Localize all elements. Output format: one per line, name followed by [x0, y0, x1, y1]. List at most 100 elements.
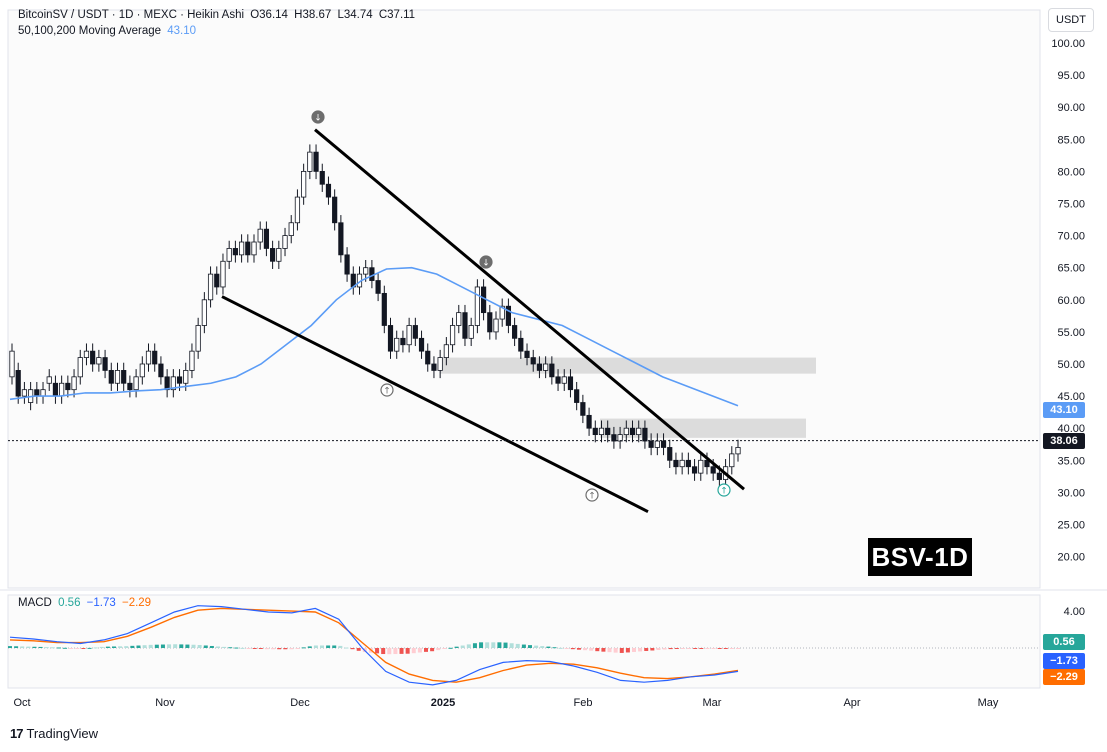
macd-histogram-bar [491, 642, 496, 648]
candle-body [21, 389, 28, 397]
macd-histogram-bar [540, 646, 545, 648]
candle-body [220, 260, 226, 288]
candle-body [437, 357, 443, 371]
candle-body [561, 376, 567, 384]
pivot-high-icon-glyph: ↓ [482, 259, 490, 269]
moving-average-line [9, 266, 739, 407]
y-tick-label: 55.00 [1057, 327, 1085, 339]
macd-histogram-bar [723, 648, 728, 649]
macd-histogram-bar [503, 642, 508, 648]
y-tick-label: 65.00 [1057, 263, 1085, 275]
macd-histogram-bar [479, 642, 484, 648]
macd-histogram-bar [320, 645, 324, 648]
candle-body [263, 228, 270, 249]
macd-histogram-bar [14, 646, 19, 648]
macd-histogram-bar [460, 645, 465, 648]
macd-histogram-bar [32, 646, 37, 648]
macd-histogram-bar [668, 648, 673, 650]
symbol-line[interactable]: BitcoinSV / USDT · 1D · MEXC · Heikin As… [18, 9, 245, 21]
macd-histogram-bar [301, 647, 306, 649]
candle-body [449, 325, 456, 346]
macd-histogram-bar [570, 648, 575, 650]
candle-body [102, 357, 108, 371]
candle-body [201, 299, 207, 326]
candle-body [555, 376, 561, 384]
macd-histogram-bar [203, 645, 208, 648]
candle-body [512, 325, 518, 339]
candle-body [598, 427, 605, 436]
x-tick-label: 2025 [431, 697, 455, 709]
macd-histogram-bar [154, 644, 159, 648]
ma-label[interactable]: 50,100,200 Moving Average [18, 25, 162, 37]
y-tick-label: 60.00 [1057, 295, 1085, 307]
macd-label[interactable]: MACD [18, 597, 52, 609]
y-tick-label: 85.00 [1057, 134, 1085, 146]
macd-histogram-bar [436, 648, 441, 651]
macd-histogram-bar [99, 646, 104, 648]
macd-histogram-bar [283, 648, 288, 650]
macd-histogram-bar [44, 647, 49, 649]
candle-body [108, 370, 114, 384]
macd-histogram-bar [546, 646, 551, 648]
candle-body [580, 402, 586, 416]
candle-body [214, 273, 220, 288]
candle-body [505, 305, 512, 326]
candle-body [679, 459, 685, 468]
macd-signal-value: −2.29 [121, 597, 152, 609]
macd-histogram-bar [222, 646, 227, 648]
candle-body [394, 337, 400, 352]
ma-value: 43.10 [167, 25, 196, 37]
macd-hist-tag: 0.56 [1043, 634, 1085, 650]
macd-histogram-bar [595, 648, 600, 652]
candle-body [536, 363, 543, 371]
footer-brand[interactable]: 17 TradingView [10, 726, 98, 741]
currency-unit-button[interactable]: USDT [1048, 8, 1094, 32]
macd-histogram-bar [240, 647, 245, 649]
macd-histogram-bar [656, 648, 661, 650]
candle-body [716, 472, 722, 480]
macd-histogram-bar [136, 645, 141, 648]
macd-histogram-bar [736, 648, 740, 649]
macd-histogram-bar [711, 648, 716, 649]
macd-histogram-bar [515, 643, 520, 648]
macd-histogram-bar [521, 644, 526, 648]
y-tick-label: 40.00 [1057, 423, 1085, 435]
macd-histogram-bar [8, 646, 12, 648]
price-pane [7, 9, 1041, 589]
candle-body [276, 248, 282, 262]
macd-histogram-bar [173, 644, 178, 648]
macd-histogram-bar [650, 648, 655, 651]
candle-body [400, 337, 406, 346]
candle-body [729, 453, 735, 468]
macd-histogram-bar [399, 648, 404, 654]
ohlc-high: H38.67 [294, 9, 332, 21]
macd-hist-value: 0.56 [58, 597, 81, 609]
candle-body [313, 151, 319, 172]
macd-histogram-bar [387, 648, 392, 655]
macd-histogram-bar [75, 648, 80, 649]
macd-histogram-bar [613, 648, 618, 653]
pivot-low-icon-glyph: ↑ [588, 492, 596, 502]
breakout-icon-glyph: ↑ [720, 487, 728, 497]
pivot-high-icon [311, 110, 325, 124]
candle-body [121, 370, 127, 384]
candle-body [189, 350, 195, 371]
x-tick-label: Apr [843, 697, 860, 709]
candle-body [145, 350, 152, 365]
candle-body [667, 447, 673, 461]
macd-histogram-bar [326, 645, 331, 648]
candle-body [375, 280, 381, 294]
candle-body [40, 389, 46, 397]
candle-body [270, 248, 276, 262]
candle-body [480, 286, 487, 314]
candle-body [431, 363, 437, 371]
candle-body [574, 389, 580, 403]
macd-histogram-bar [20, 646, 25, 648]
candle-body [462, 312, 468, 339]
macd-histogram-bar [638, 648, 643, 652]
candle-body [90, 350, 96, 365]
candle-body [170, 376, 176, 391]
ohlc-low: L34.74 [337, 9, 373, 21]
macd-histogram-bar [680, 648, 685, 649]
